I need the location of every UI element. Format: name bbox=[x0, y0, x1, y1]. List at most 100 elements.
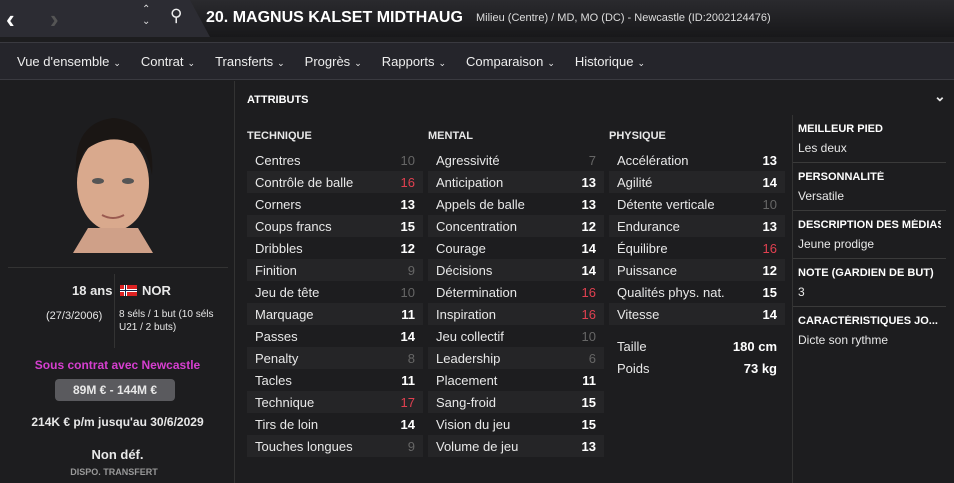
attribute-row[interactable]: Appels de balle 13 bbox=[428, 193, 604, 215]
attribute-row[interactable]: Dribbles 12 bbox=[247, 237, 423, 259]
attribute-row[interactable]: Contrôle de balle 16 bbox=[247, 171, 423, 193]
attribute-value: 16 bbox=[581, 284, 596, 300]
attribute-value: 16 bbox=[762, 240, 777, 256]
age: 18 ans bbox=[72, 283, 113, 298]
value-tag: 89M € - 144M € bbox=[55, 379, 175, 401]
attribute-row[interactable]: Endurance 13 bbox=[609, 215, 785, 237]
tab-comparison[interactable]: Comparaison ⌄ bbox=[466, 54, 555, 69]
attribute-name: Puissance bbox=[617, 262, 677, 278]
attribute-value: 17 bbox=[400, 394, 415, 410]
attribute-name: Détente verticale bbox=[617, 196, 715, 212]
attribute-row[interactable]: Qualités phys. nat. 15 bbox=[609, 281, 785, 303]
attribute-row[interactable]: Tirs de loin 14 bbox=[247, 413, 423, 435]
tab-progress[interactable]: Progrès ⌄ bbox=[305, 54, 362, 69]
info-title: PERSONNALITÉ bbox=[798, 171, 885, 183]
attribute-list: Agressivité 7 Anticipation 13 Appels de ball… bbox=[428, 149, 604, 457]
attribute-row[interactable]: Passes 14 bbox=[247, 325, 423, 347]
attribute-row[interactable]: Vitesse 14 bbox=[609, 303, 785, 325]
forward-arrow-icon[interactable]: › bbox=[50, 4, 59, 34]
wage: 214K € p/m jusqu'au 30/6/2029 bbox=[31, 415, 204, 429]
chevron-down-icon[interactable]: ⌄ bbox=[934, 88, 946, 104]
attribute-name: Volume de jeu bbox=[436, 438, 519, 454]
attribute-row[interactable]: Vision du jeu 15 bbox=[428, 413, 604, 435]
attribute-value: 10 bbox=[762, 196, 777, 212]
attribute-name: Coups francs bbox=[255, 218, 332, 234]
attributes-panel: ATTRIBUTS TECHNIQUE Centres 10 Contrôle de … bbox=[247, 94, 785, 457]
tab-reports[interactable]: Rapports ⌄ bbox=[382, 54, 446, 69]
attribute-row[interactable]: Concentration 12 bbox=[428, 215, 604, 237]
attribute-row[interactable]: Agilité 14 bbox=[609, 171, 785, 193]
tab-overview[interactable]: Vue d'ensemble ⌄ bbox=[17, 54, 121, 69]
attribute-row[interactable]: Inspiration 16 bbox=[428, 303, 604, 325]
nav-bar: Vue d'ensemble ⌄ Contrat ⌄ Transferts ⌄ Pro… bbox=[0, 42, 954, 80]
up-down-icon[interactable]: ⌃ ⌄ bbox=[142, 4, 151, 27]
divider bbox=[8, 267, 228, 268]
attribute-row[interactable]: Décisions 14 bbox=[428, 259, 604, 281]
tab-label: Contrat bbox=[140, 53, 184, 69]
attribute-row[interactable]: Placement 11 bbox=[428, 369, 604, 391]
attribute-row[interactable]: Équilibre 16 bbox=[609, 237, 785, 259]
mental-column: MENTAL Agressivité 7 Anticipation 13 Appels d… bbox=[428, 130, 604, 457]
attribute-row[interactable]: Tacles 11 bbox=[247, 369, 423, 391]
tab-transfers[interactable]: Transferts ⌄ bbox=[215, 54, 285, 69]
attribute-row[interactable]: Agressivité 7 bbox=[428, 149, 604, 171]
attribute-row[interactable]: Corners 13 bbox=[247, 193, 423, 215]
attribute-value: 15 bbox=[581, 394, 596, 410]
attribute-name: Contrôle de balle bbox=[255, 174, 354, 190]
tab-label: Vue d'ensemble bbox=[17, 53, 110, 69]
attribute-row[interactable]: Volume de jeu 13 bbox=[428, 435, 604, 457]
attribute-row[interactable]: Anticipation 13 bbox=[428, 171, 604, 193]
attribute-value: 13 bbox=[581, 438, 596, 454]
attribute-name: Tacles bbox=[255, 372, 292, 388]
attribute-name: Jeu de tête bbox=[255, 284, 320, 300]
attribute-row[interactable]: Marquage 11 bbox=[247, 303, 423, 325]
tab-history[interactable]: Historique ⌄ bbox=[575, 54, 645, 69]
chevron-down-icon: ⌄ bbox=[354, 57, 362, 68]
attribute-row[interactable]: Centres 10 bbox=[247, 149, 423, 171]
attribute-name: Passes bbox=[255, 328, 298, 344]
back-arrow-icon[interactable]: ‹ bbox=[6, 4, 15, 34]
attribute-value: 14 bbox=[581, 240, 596, 256]
body-stats: Taille 180 cm Poids 73 kg bbox=[609, 335, 785, 379]
attribute-row[interactable]: Détente verticale 10 bbox=[609, 193, 785, 215]
info-best-foot: MEILLEUR PIED Les deux bbox=[793, 115, 946, 163]
attribute-name: Concentration bbox=[436, 218, 517, 234]
attribute-name: Sang-froid bbox=[436, 394, 496, 410]
info-value: Jeune prodige bbox=[798, 237, 875, 251]
attribute-row[interactable]: Détermination 16 bbox=[428, 281, 604, 303]
attribute-row[interactable]: Jeu de tête 10 bbox=[247, 281, 423, 303]
attribute-value: 6 bbox=[588, 350, 596, 366]
attribute-row[interactable]: Touches longues 9 bbox=[247, 435, 423, 457]
attribute-row[interactable]: Jeu collectif 10 bbox=[428, 325, 604, 347]
attribute-row[interactable]: Technique 17 bbox=[247, 391, 423, 413]
attribute-value: 9 bbox=[407, 438, 415, 454]
search-icon[interactable]: ⚲ bbox=[170, 6, 183, 25]
attribute-value: 10 bbox=[400, 152, 415, 168]
attribute-name: Anticipation bbox=[436, 174, 504, 190]
attribute-value: 14 bbox=[581, 262, 596, 278]
transfer-status: Non déf. bbox=[91, 447, 144, 462]
attribute-row[interactable]: Finition 9 bbox=[247, 259, 423, 281]
contract-status: Sous contrat avec Newcastle bbox=[34, 358, 201, 372]
attribute-row[interactable]: Courage 14 bbox=[428, 237, 604, 259]
attribute-row[interactable]: Leadership 6 bbox=[428, 347, 604, 369]
attribute-row[interactable]: Puissance 12 bbox=[609, 259, 785, 281]
tab-contract[interactable]: Contrat ⌄ bbox=[141, 54, 195, 69]
nav-background bbox=[0, 0, 210, 37]
attribute-name: Endurance bbox=[617, 218, 680, 234]
attribute-row[interactable]: Sang-froid 15 bbox=[428, 391, 604, 413]
attribute-value: 12 bbox=[400, 240, 415, 256]
height-row: Taille 180 cm bbox=[609, 335, 785, 357]
attribute-value: 12 bbox=[762, 262, 777, 278]
attribute-name: Qualités phys. nat. bbox=[617, 284, 725, 300]
transfer-label: DISPO. TRANSFERT bbox=[70, 467, 158, 477]
attribute-row[interactable]: Coups francs 15 bbox=[247, 215, 423, 237]
technique-column: TECHNIQUE Centres 10 Contrôle de balle 16 Cor… bbox=[247, 130, 423, 457]
divider bbox=[114, 274, 115, 348]
attribute-row[interactable]: Penalty 8 bbox=[247, 347, 423, 369]
tab-label: Comparaison bbox=[466, 53, 544, 69]
attribute-name: Corners bbox=[255, 196, 302, 212]
attribute-name: Courage bbox=[436, 240, 486, 256]
weight-label: Poids bbox=[617, 360, 650, 376]
attribute-row[interactable]: Accélération 13 bbox=[609, 149, 785, 171]
